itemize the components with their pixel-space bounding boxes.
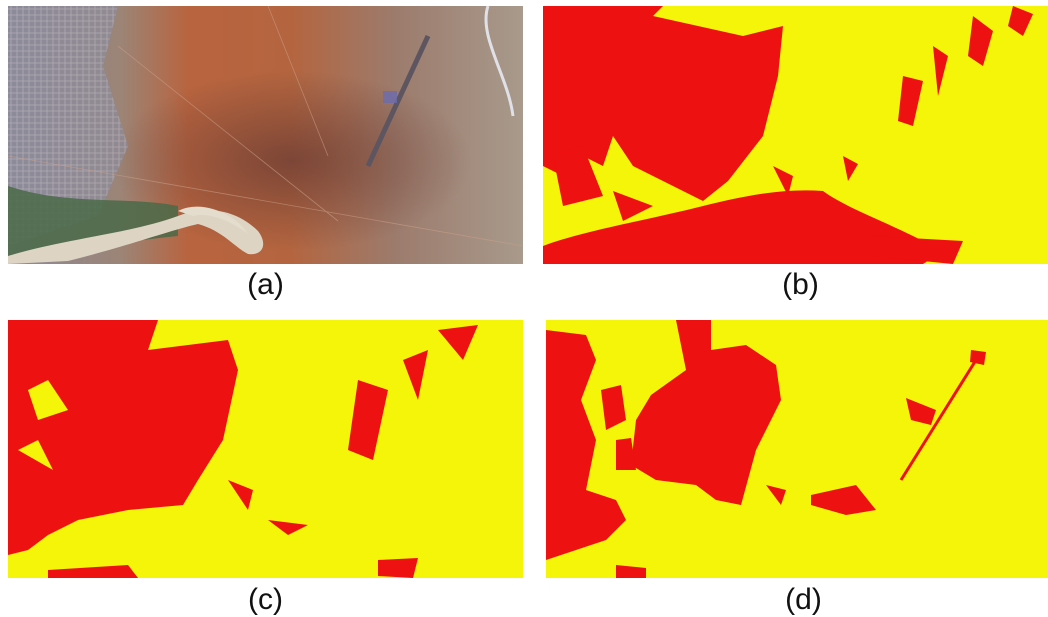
caption-d: (d) xyxy=(785,583,822,616)
satellite-image-panel xyxy=(8,6,523,264)
mask-image-b xyxy=(543,6,1048,264)
mask-image-d xyxy=(546,320,1048,578)
mask-image-c xyxy=(8,320,523,578)
caption-b: (b) xyxy=(782,268,819,301)
mask-panel-b xyxy=(543,6,1048,264)
caption-a: (a) xyxy=(247,268,284,301)
caption-c: (c) xyxy=(248,583,283,616)
mask-panel-c xyxy=(8,320,523,578)
satellite-image xyxy=(8,6,523,264)
mask-panel-d xyxy=(546,320,1048,578)
